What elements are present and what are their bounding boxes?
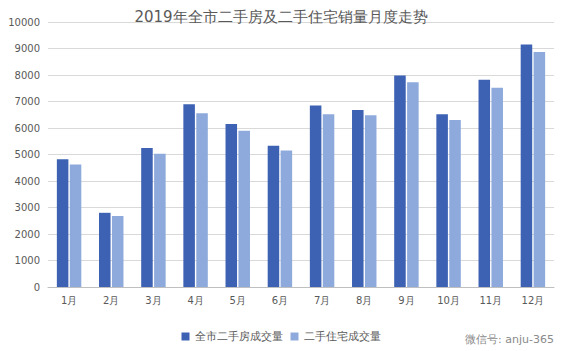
svg-text:1月: 1月	[61, 295, 77, 306]
svg-text:4月: 4月	[187, 295, 203, 306]
svg-text:2月: 2月	[103, 295, 119, 306]
svg-text:7000: 7000	[15, 96, 40, 107]
svg-text:1000: 1000	[15, 255, 40, 266]
svg-text:10000: 10000	[8, 17, 40, 28]
svg-text:9月: 9月	[398, 295, 414, 306]
svg-text:0: 0	[34, 282, 40, 293]
svg-text:3000: 3000	[15, 202, 40, 213]
svg-text:4000: 4000	[15, 176, 40, 187]
svg-text:9000: 9000	[15, 43, 40, 54]
svg-text:2019年全市二手房及二手住宅销量月度走势: 2019年全市二手房及二手住宅销量月度走势	[134, 8, 427, 26]
svg-text:11月: 11月	[479, 295, 502, 306]
svg-text:微信号: anju-365: 微信号: anju-365	[465, 333, 554, 346]
svg-text:2000: 2000	[15, 229, 40, 240]
svg-text:二手住宅成交量: 二手住宅成交量	[304, 330, 381, 343]
svg-text:5000: 5000	[15, 149, 40, 160]
svg-text:8000: 8000	[15, 70, 40, 81]
svg-text:5月: 5月	[230, 295, 246, 306]
svg-text:10月: 10月	[437, 295, 460, 306]
svg-text:8月: 8月	[356, 295, 372, 306]
svg-text:全市二手房成交量: 全市二手房成交量	[195, 330, 283, 343]
svg-text:6000: 6000	[15, 123, 40, 134]
svg-text:6月: 6月	[272, 295, 288, 306]
svg-text:7月: 7月	[314, 295, 330, 306]
svg-text:3月: 3月	[145, 295, 161, 306]
svg-text:12月: 12月	[522, 295, 545, 306]
